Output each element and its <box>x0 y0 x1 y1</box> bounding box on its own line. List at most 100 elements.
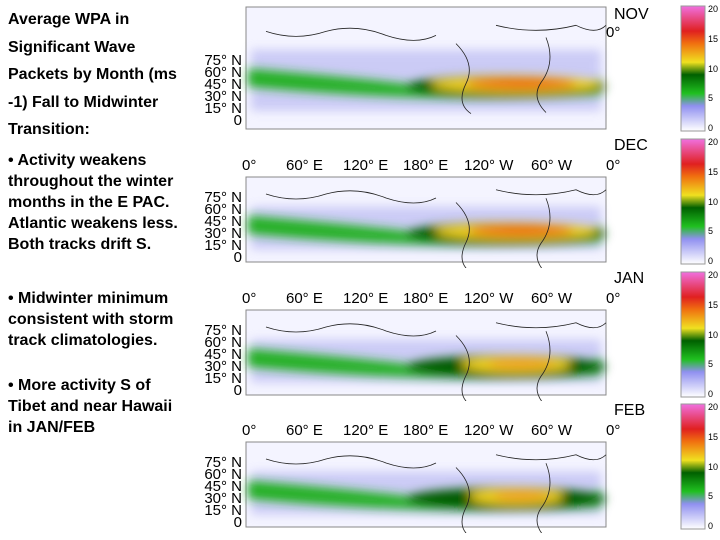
colorbar-label: 20 <box>708 4 719 14</box>
latitude-label: 75° N <box>204 52 242 69</box>
coastline <box>265 24 607 114</box>
storm-track <box>248 480 606 511</box>
latitude-label: 45° N <box>204 346 242 363</box>
latitude-label: 30° N <box>204 88 242 105</box>
longitude-label: 60° W <box>531 157 573 174</box>
longitude-label: 0° <box>242 290 257 307</box>
colorbar <box>680 5 706 132</box>
bullet-3-line: • More activity S of <box>8 377 151 394</box>
latitude-label: 45° N <box>204 76 242 93</box>
longitude-label: 120° E <box>343 422 389 439</box>
month-label: JAN <box>614 270 645 287</box>
colorbar-label: 20 <box>708 402 719 412</box>
latitude-label: 45° N <box>204 478 242 495</box>
track-band-green <box>248 215 601 246</box>
bullet-2: • Midwinter minimum consistent with stor… <box>8 288 198 351</box>
latitude-label: 15° N <box>204 237 242 254</box>
intro-line-4: -1) Fall to Midwinter <box>8 94 159 111</box>
longitude-label: 60° E <box>286 290 323 307</box>
longitude-label: 60° W <box>531 290 573 307</box>
bullet-3-line: Tibet and near Hawaii <box>8 398 173 415</box>
bullet-2-line: track climatologies. <box>8 332 158 349</box>
longitude-label: 0° <box>242 157 257 174</box>
colorbar <box>680 271 706 398</box>
bullet-1-line: months in the E PAC. <box>8 194 170 211</box>
colorbar-label: 15 <box>708 166 719 177</box>
colorbar-label: 10 <box>708 63 719 74</box>
map-panel-feb: FEB 0° 60° E 120° E 180° E 120° W 60° W 0° 75° N… <box>196 400 719 533</box>
bullet-3: • More activity S of Tibet and near Hawa… <box>8 375 198 438</box>
longitude-label: 0° <box>606 24 621 41</box>
colorbar-label: 15 <box>708 33 719 44</box>
latitude-label: 15° N <box>204 100 242 117</box>
latitude-label: 30° N <box>204 358 242 375</box>
coastline <box>265 322 607 401</box>
colorbar-label: 10 <box>708 196 719 207</box>
bullet-1-line: Atlantic weakens less. <box>8 215 178 232</box>
intro-line-3: Packets by Month (ms <box>8 66 177 83</box>
colorbar-label: 20 <box>708 270 719 280</box>
map-panel-jan: JAN 0° 60° E 120° E 180° E 120° W 60° W 0° 75° N… <box>196 268 719 401</box>
colorbar-label: 5 <box>708 226 714 237</box>
storm-track <box>248 68 606 99</box>
month-label: FEB <box>614 402 646 419</box>
longitude-label: 0° <box>606 157 621 174</box>
longitude-label: 0° <box>242 422 257 439</box>
colorbar-label: 10 <box>708 461 719 472</box>
map-panel-dec: DEC 0° 60° E 120° E 180° E 120° W 60° W 0° 75° N… <box>196 135 719 268</box>
track-core-orange <box>493 490 549 501</box>
longitude-label: 120° E <box>343 157 389 174</box>
longitude-label: 180° E <box>403 157 449 174</box>
colorbar-label: 0 <box>708 521 714 531</box>
longitude-label: 180° E <box>403 422 449 439</box>
longitude-label: 60° E <box>286 422 323 439</box>
longitude-label: 60° W <box>531 422 573 439</box>
bullet-3-line: in JAN/FEB <box>8 419 96 436</box>
latitude-label: 75° N <box>204 454 242 471</box>
colorbar <box>680 138 706 265</box>
colorbar-label: 20 <box>708 137 719 147</box>
colorbar-label: 5 <box>708 491 714 502</box>
colorbar-label: 15 <box>708 299 719 310</box>
colorbar-label: 0 <box>708 389 714 399</box>
latitude-label: 15° N <box>204 370 242 387</box>
latitude-label: 0 <box>233 382 242 399</box>
latitude-label: 60° N <box>204 466 242 483</box>
longitude-label: 120° W <box>464 422 514 439</box>
bullet-1-line: Both tracks drift S. <box>8 236 152 253</box>
colorbar-label: 5 <box>708 93 714 104</box>
track-core-orange <box>466 78 576 89</box>
longitude-label: 180° E <box>403 290 449 307</box>
month-label: NOV <box>614 6 649 23</box>
map-graphic <box>245 138 706 268</box>
storm-track <box>248 348 606 379</box>
bullet-1-line: throughout the winter <box>8 173 174 190</box>
track-band-green <box>248 348 601 379</box>
longitude-label: 120° W <box>464 290 514 307</box>
latitude-label: 0 <box>233 514 242 531</box>
longitude-label: 0° <box>606 290 621 307</box>
latitude-label: 60° N <box>204 334 242 351</box>
bullet-2-line: consistent with storm <box>8 311 174 328</box>
colorbar-label: 5 <box>708 359 714 370</box>
intro-line-5: Transition: <box>8 121 90 138</box>
longitude-label: 120° W <box>464 157 514 174</box>
month-label: DEC <box>614 137 648 154</box>
map-panel-nov: NOV 0° 75° N 60° N 45° N 30° N 15° N 0 20 15 10 5 0 <box>196 2 719 135</box>
colorbar-label: 10 <box>708 329 719 340</box>
map-graphic <box>245 271 706 401</box>
track-core-orange <box>488 358 554 369</box>
coastline <box>265 189 607 268</box>
latitude-label: 60° N <box>204 201 242 218</box>
latitude-label: 75° N <box>204 322 242 339</box>
latitude-label: 0 <box>233 112 242 129</box>
colorbar-label: 0 <box>708 256 714 266</box>
colorbar <box>680 403 706 530</box>
track-core-orange <box>468 225 574 236</box>
bullet-2-line: • Midwinter minimum <box>8 290 169 307</box>
latitude-label: 60° N <box>204 64 242 81</box>
latitude-label: 30° N <box>204 225 242 242</box>
bullet-1: • Activity weakens throughout the winter… <box>8 150 198 255</box>
colorbar-label: 0 <box>708 123 714 133</box>
latitude-label: 0 <box>233 249 242 266</box>
